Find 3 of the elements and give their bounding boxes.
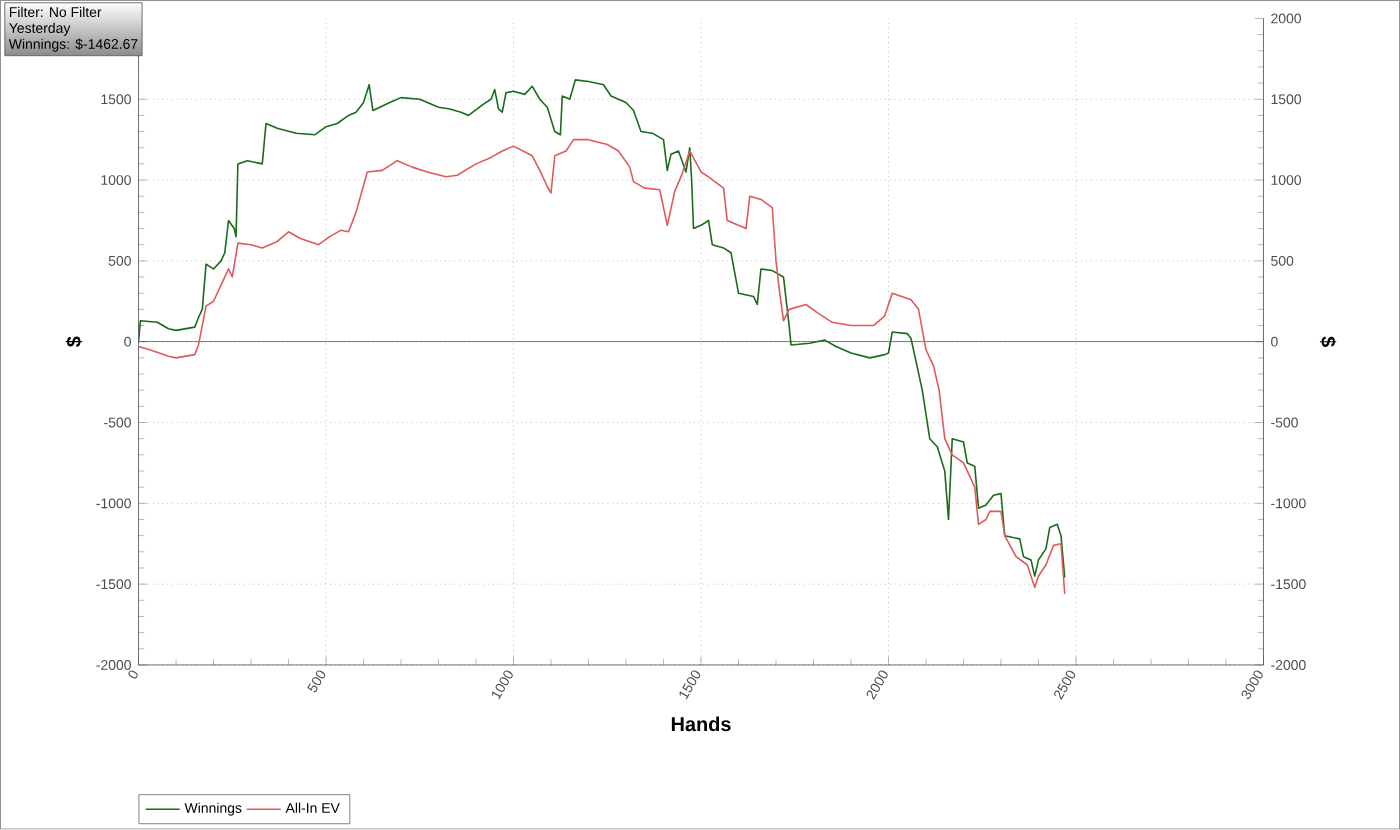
y-axis-title: $ xyxy=(65,336,83,348)
y2-axis-title: $ xyxy=(1319,336,1337,348)
x-axis-title: Hands xyxy=(671,716,731,732)
